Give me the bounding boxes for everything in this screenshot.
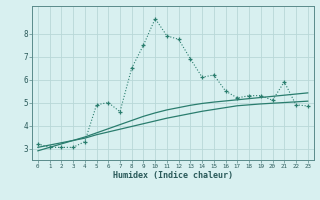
X-axis label: Humidex (Indice chaleur): Humidex (Indice chaleur) [113,171,233,180]
